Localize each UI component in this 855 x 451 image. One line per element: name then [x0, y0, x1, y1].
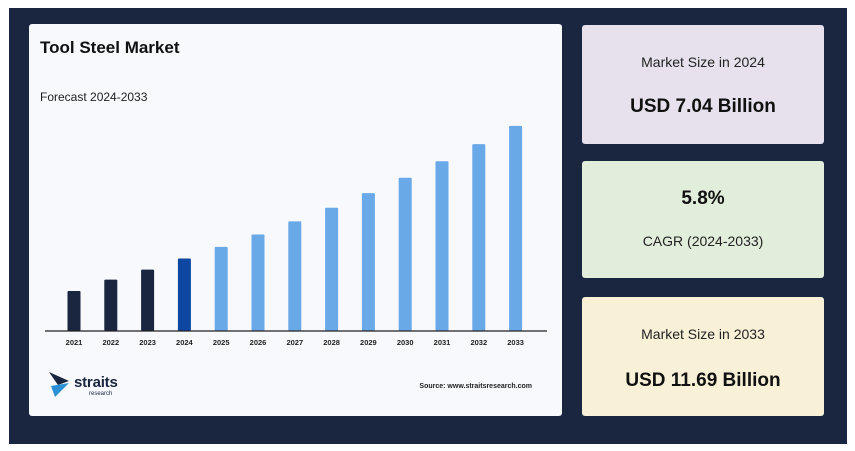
cagr-label: CAGR (2024-2033): [642, 233, 764, 249]
bar-2025: [214, 246, 228, 331]
logo-wordmark: straits: [74, 374, 118, 391]
bar-2026: [251, 234, 265, 331]
market-size-2033-card: Market Size in 2033 USD 11.69 Billion: [582, 297, 824, 416]
bar-2027: [288, 221, 302, 331]
chart-subtitle: Forecast 2024-2033: [40, 90, 148, 104]
bar-chart: 2021 2022 2023 2024 2025 2026 2027 2028 2029 2030…: [45, 125, 547, 347]
source-note: Source: www.straitsresearch.com: [419, 383, 532, 390]
x-tick-2022: 2022: [102, 338, 119, 347]
bar-2028: [325, 207, 339, 331]
x-tick-2030: 2030: [397, 338, 414, 347]
x-tick-2027: 2027: [286, 338, 303, 347]
logo-subtext: research: [89, 391, 113, 397]
x-tick-2033: 2033: [507, 338, 524, 347]
bar-2024: [177, 258, 191, 331]
x-tick-2023: 2023: [139, 338, 156, 347]
bar-2029: [361, 193, 375, 331]
x-tick-2026: 2026: [250, 338, 267, 347]
x-tick-2032: 2032: [470, 338, 487, 347]
market-size-2024-card: Market Size in 2024 USD 7.04 Billion: [582, 25, 824, 144]
market-size-2033-label: Market Size in 2033: [641, 326, 765, 342]
market-size-2024-value: USD 7.04 Billion: [630, 96, 776, 117]
x-tick-2028: 2028: [323, 338, 340, 347]
x-tick-2021: 2021: [66, 338, 83, 347]
bar-2021: [67, 291, 81, 331]
bar-2033: [509, 125, 523, 331]
market-size-2024-label: Market Size in 2024: [641, 54, 765, 70]
cagr-card: 5.8% CAGR (2024-2033): [582, 161, 824, 278]
market-size-2033-value: USD 11.69 Billion: [625, 370, 781, 391]
bar-2030: [398, 177, 412, 331]
straits-logo: straits research: [49, 372, 129, 402]
x-tick-2029: 2029: [360, 338, 377, 347]
chart-title: Tool Steel Market: [40, 38, 180, 57]
bar-2032: [472, 144, 486, 331]
x-tick-2031: 2031: [434, 338, 451, 347]
bar-2031: [435, 161, 449, 331]
cagr-value: 5.8%: [681, 188, 725, 209]
x-tick-2024: 2024: [176, 338, 194, 347]
bar-2022: [104, 279, 118, 331]
bar-2023: [141, 269, 155, 331]
chart-card: Tool Steel Market Forecast 2024-2033 202…: [29, 24, 562, 416]
straits-logo-icon: [49, 372, 69, 397]
x-tick-2025: 2025: [213, 338, 230, 347]
